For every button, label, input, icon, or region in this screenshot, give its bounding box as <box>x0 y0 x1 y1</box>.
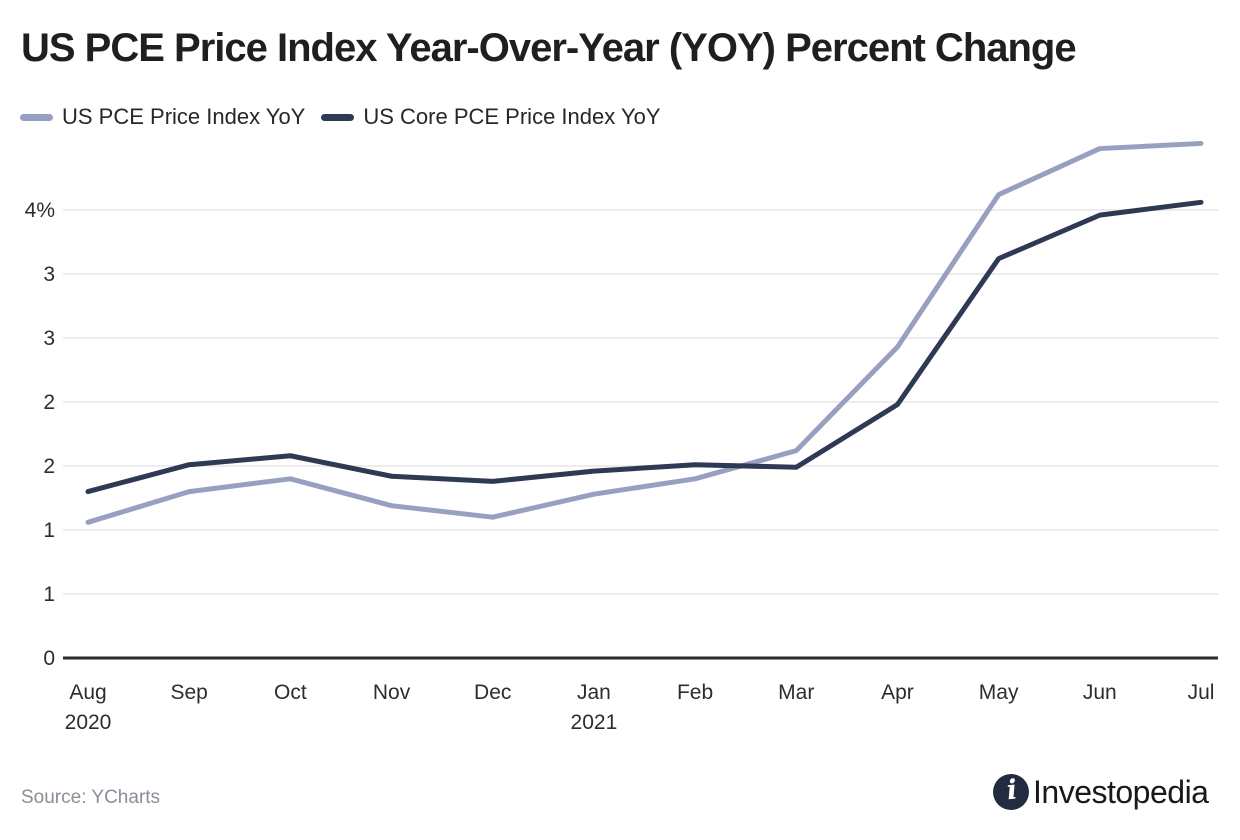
legend: US PCE Price Index YoY US Core PCE Price… <box>20 104 661 130</box>
y-tick-label: 2 <box>43 391 55 414</box>
y-tick-label: 0 <box>43 647 55 670</box>
y-tick-label: 4% <box>25 199 55 222</box>
x-tick-month-label: Mar <box>778 681 814 704</box>
investopedia-logo: i Investopedia <box>993 773 1209 811</box>
x-tick-month-label: Feb <box>677 681 713 704</box>
x-tick-month-label: Sep <box>170 681 207 704</box>
x-tick-month-label: Nov <box>373 681 411 704</box>
legend-label-pce: US PCE Price Index YoY <box>62 104 306 129</box>
legend-item-pce: US PCE Price Index YoY <box>20 104 305 130</box>
y-tick-label: 3 <box>43 263 55 286</box>
series-line-pce <box>85 140 1204 525</box>
source-attribution: Source: YCharts <box>21 787 161 808</box>
line-chart-plot-area: 0 1 1 2 2 3 3 4% Aug 2020 Sep Oct Nov Dec Jan 2021 Feb Ma… <box>25 140 1218 734</box>
x-tick-month-label: Jan <box>577 681 611 704</box>
legend-item-core-pce: US Core PCE Price Index YoY <box>321 104 661 130</box>
chart-title: US PCE Price Index Year-Over-Year (YOY) … <box>21 26 1077 70</box>
x-tick-month-label: Oct <box>274 681 307 704</box>
y-tick-label: 1 <box>43 583 55 606</box>
legend-swatch-pce <box>20 113 53 121</box>
investopedia-i-icon: i <box>993 774 1029 810</box>
y-tick-label: 1 <box>43 519 55 542</box>
x-tick-month-label: Apr <box>881 681 914 704</box>
y-tick-label: 3 <box>43 327 55 350</box>
legend-swatch-core-pce <box>321 113 355 121</box>
x-tick-year-label: 2020 <box>65 711 112 734</box>
legend-label-core-pce: US Core PCE Price Index YoY <box>363 104 661 129</box>
x-tick-month-label: Aug <box>69 681 106 704</box>
x-tick-month-label: Jun <box>1083 681 1117 704</box>
x-tick-year-label: 2021 <box>571 711 618 734</box>
series-line-core-pce <box>85 199 1204 495</box>
investopedia-wordmark: Investopedia <box>1033 773 1209 810</box>
x-tick-month-label: Dec <box>474 681 511 704</box>
x-tick-month-label: Jul <box>1188 681 1215 704</box>
y-tick-label: 2 <box>43 455 55 478</box>
x-tick-month-label: May <box>979 681 1019 704</box>
